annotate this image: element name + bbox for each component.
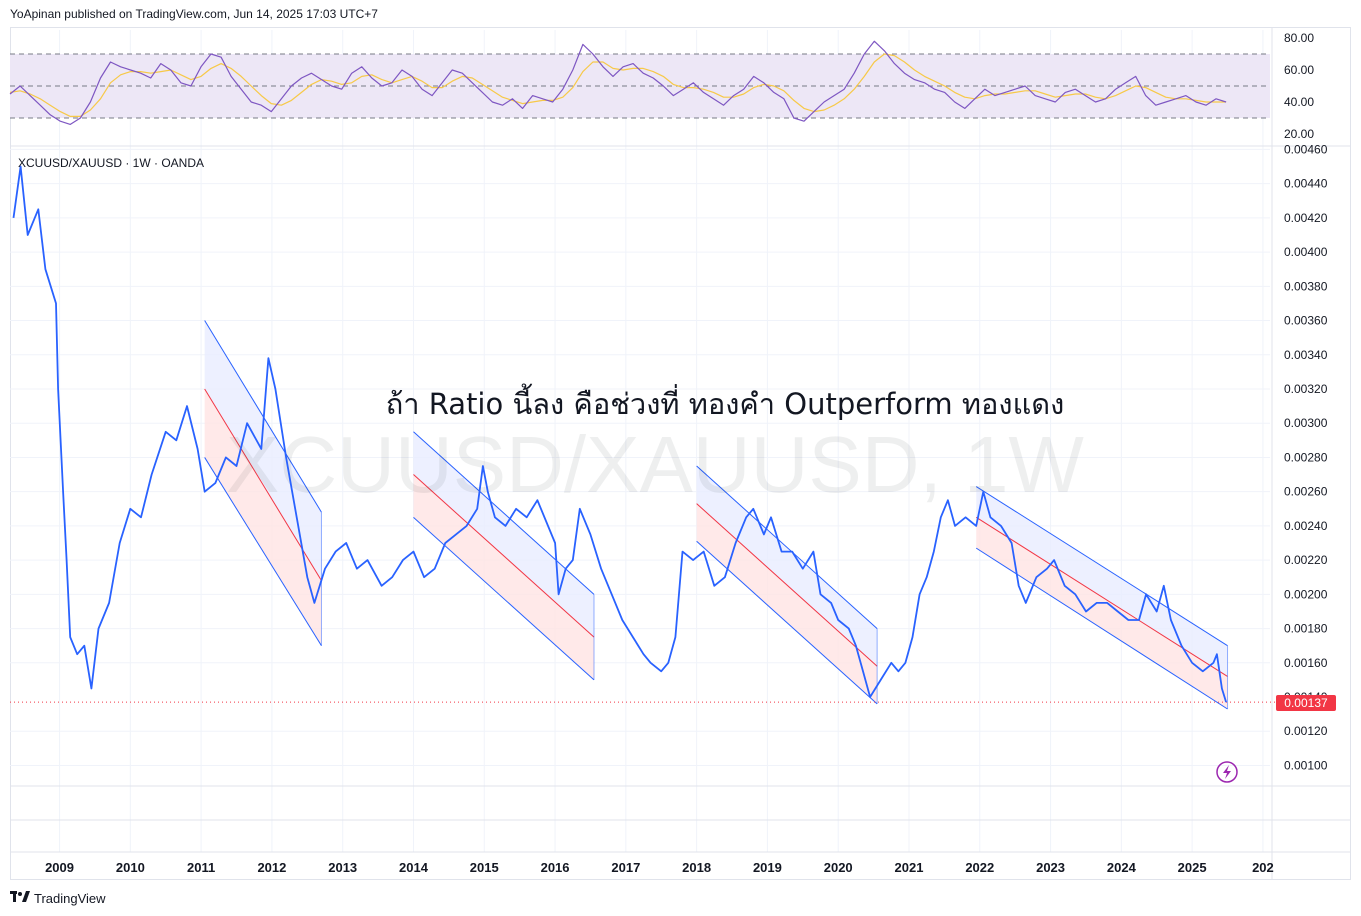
x-tick-label: 202 bbox=[1252, 860, 1274, 875]
channel-upper-line bbox=[696, 465, 878, 629]
channel-upper-fill bbox=[696, 466, 878, 667]
price-series-line bbox=[12, 165, 1227, 703]
channel-upper-fill bbox=[413, 431, 594, 638]
y-tick-label: 0.00100 bbox=[1284, 758, 1328, 772]
rsi-ma-line bbox=[9, 53, 1227, 118]
brand-name: TradingView bbox=[34, 890, 106, 906]
channel-upper-fill bbox=[976, 486, 1228, 677]
channel-lower-fill bbox=[976, 517, 1228, 709]
lightning-icon[interactable] bbox=[1216, 761, 1238, 783]
x-tick-label: 2019 bbox=[753, 860, 782, 875]
y-tick-label: 0.00440 bbox=[1284, 177, 1328, 191]
y-tick-label: 0.00220 bbox=[1284, 553, 1328, 567]
chart-annotation[interactable]: ถ้า Ratio นี้ลง คือช่วงที่ ทองคำ Outperf… bbox=[386, 383, 1065, 421]
x-tick-label: 2024 bbox=[1107, 860, 1137, 875]
x-tick-label: 2009 bbox=[45, 860, 74, 875]
tradingview-logo-icon bbox=[10, 890, 30, 906]
x-tick-label: 2018 bbox=[682, 860, 711, 875]
y-tick-label: 0.00460 bbox=[1284, 142, 1328, 156]
last-price-badge bbox=[1276, 695, 1336, 711]
rsi-tick-label: 60.00 bbox=[1284, 63, 1314, 77]
footer-brand[interactable]: TradingView bbox=[10, 890, 106, 906]
symbol-label: XCUUSD/XAUUSD · 1W · OANDA bbox=[18, 156, 204, 170]
y-tick-label: 0.00380 bbox=[1284, 279, 1328, 293]
rsi-tick-label: 80.00 bbox=[1284, 31, 1314, 45]
rsi-tick-label: 40.00 bbox=[1284, 95, 1314, 109]
x-tick-label: 2014 bbox=[399, 860, 429, 875]
channel-mid-line bbox=[696, 503, 878, 667]
y-tick-label: 0.00280 bbox=[1284, 450, 1328, 464]
grid-layer bbox=[10, 28, 1351, 880]
y-tick-label: 0.00180 bbox=[1284, 622, 1328, 636]
x-tick-label: 2023 bbox=[1036, 860, 1065, 875]
y-tick-label: 0.00260 bbox=[1284, 485, 1328, 499]
x-tick-label: 2011 bbox=[187, 860, 215, 875]
x-tick-label: 2020 bbox=[824, 860, 853, 875]
x-tick-label: 2021 bbox=[895, 860, 924, 875]
channel-lower-line bbox=[204, 457, 322, 646]
channel-lower-line bbox=[975, 547, 1228, 710]
x-tick-label: 2016 bbox=[541, 860, 570, 875]
y-tick-label: 0.00360 bbox=[1284, 314, 1328, 328]
watermark: XCUUSD/XAUUSD, 1W bbox=[226, 420, 1084, 509]
channel-upper-line bbox=[413, 431, 595, 595]
channel-upper-fill bbox=[204, 320, 322, 581]
x-tick-label: 2017 bbox=[611, 860, 640, 875]
channel-mid-line bbox=[413, 474, 595, 638]
rsi-pane bbox=[9, 40, 1270, 126]
channel-lower-fill bbox=[413, 474, 594, 680]
last-price-marker: 0.00137 bbox=[1276, 695, 1336, 711]
x-tick-label: 2022 bbox=[965, 860, 994, 875]
y-tick-label: 0.00340 bbox=[1284, 348, 1328, 362]
regression-channels bbox=[204, 320, 1229, 710]
channel-lower-line bbox=[413, 516, 595, 681]
rsi-tick-label: 20.00 bbox=[1284, 127, 1314, 141]
y-tick-label: 0.00400 bbox=[1284, 245, 1328, 259]
x-tick-label: 2013 bbox=[328, 860, 357, 875]
y-tick-label: 0.00240 bbox=[1284, 519, 1328, 533]
chart-frame bbox=[10, 27, 1351, 880]
y-tick-label: 0.00420 bbox=[1284, 211, 1328, 225]
channel-lower-fill bbox=[696, 503, 878, 704]
last-price-label: 0.00137 bbox=[1284, 696, 1328, 710]
y-tick-label: 0.00120 bbox=[1284, 724, 1328, 738]
price-pane bbox=[10, 165, 1276, 703]
x-tick-label: 2015 bbox=[470, 860, 499, 875]
x-tick-label: 2025 bbox=[1178, 860, 1207, 875]
y-tick-label: 0.00320 bbox=[1284, 382, 1328, 396]
channel-upper-line bbox=[975, 486, 1228, 647]
x-tick-label: 2010 bbox=[116, 860, 145, 875]
x-tick-label: 2012 bbox=[257, 860, 286, 875]
publish-info: YoApinan published on TradingView.com, J… bbox=[10, 7, 378, 21]
y-tick-label: 0.00160 bbox=[1284, 656, 1328, 670]
channel-lower-line bbox=[696, 540, 878, 705]
y-tick-label: 0.00200 bbox=[1284, 587, 1328, 601]
y-tick-label: 0.00300 bbox=[1284, 416, 1328, 430]
channel-lower-fill bbox=[204, 388, 322, 646]
rsi-line bbox=[9, 40, 1227, 126]
channel-mid-line bbox=[975, 516, 1228, 677]
